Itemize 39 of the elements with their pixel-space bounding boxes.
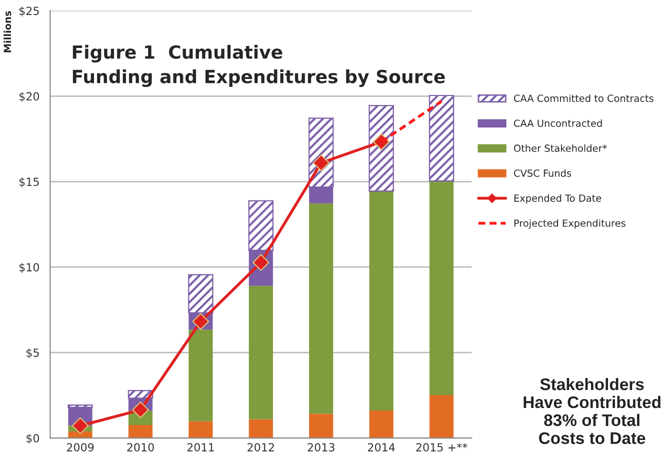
x-tick-label: 2010: [127, 443, 154, 452]
bar: [369, 191, 394, 411]
bar: [309, 414, 334, 438]
bar: [430, 394, 454, 438]
x-tick-label: 2013: [308, 443, 334, 452]
y-tick-label: $15: [19, 177, 39, 188]
point: [72, 417, 89, 434]
legend-label: CAA Uncontracted: [514, 119, 602, 127]
bar: [369, 410, 394, 438]
x-tick-label: 2012: [248, 443, 274, 452]
y-tick-label: $10: [19, 262, 40, 273]
legend-label: Expended To Date: [514, 194, 602, 204]
y-tick-label: $0: [26, 434, 40, 444]
point: [192, 313, 210, 330]
y-tick-label: $5: [26, 348, 39, 358]
point: [312, 154, 330, 172]
text: Figure 1 Cumulative Funding and Expenditures by Source: [72, 44, 445, 87]
x-tick-label: 2015 +**: [416, 443, 468, 452]
bar: [428, 94, 454, 182]
bar: [368, 105, 394, 192]
bar: [430, 180, 454, 395]
bar: [309, 203, 334, 414]
point: [132, 401, 149, 418]
y-axis-title: Millions: [4, 11, 12, 52]
bar: [128, 425, 153, 438]
bar: [188, 330, 213, 422]
bar: [188, 421, 213, 438]
legend-label: Other Stakeholder*: [514, 144, 607, 152]
bar: [248, 286, 273, 420]
legend-label: CVSC Funds: [514, 169, 572, 177]
text: Stakeholders Have Contributed 83% of Total Costs to Date: [524, 378, 660, 444]
y-tick-label: $20: [19, 92, 40, 102]
y-tick-label: $25: [19, 6, 39, 17]
legend-label: CAA Committed to Contracts: [514, 94, 654, 102]
legend-label: Projected Expenditures: [514, 219, 626, 229]
x-tick-label: 2009: [66, 443, 94, 452]
bar: [248, 419, 273, 438]
x-tick-label: 2014: [368, 443, 395, 452]
x-tick-label: 2011: [187, 443, 214, 452]
